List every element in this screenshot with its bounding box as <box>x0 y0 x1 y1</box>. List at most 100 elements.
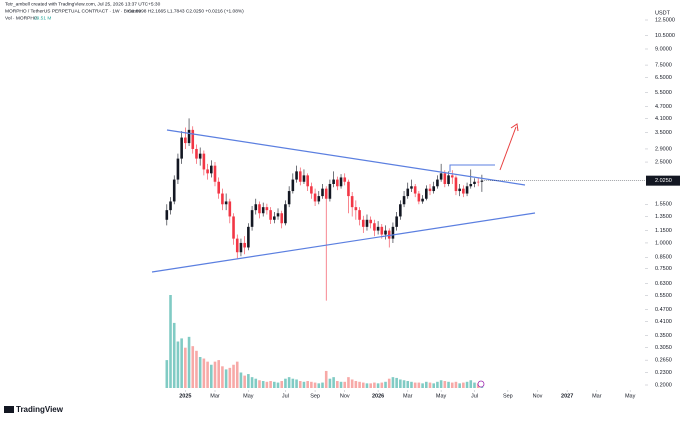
volume-bar <box>221 366 224 388</box>
candle-body <box>254 204 258 211</box>
candle-body <box>187 129 191 144</box>
candle-body <box>195 148 198 159</box>
candle-body <box>206 169 209 174</box>
volume-bar <box>410 381 413 388</box>
candle-body <box>454 177 458 192</box>
y-tick-label: 1.0000 <box>655 240 672 246</box>
candle-body <box>247 226 250 248</box>
y-tick-label: 0.2650 <box>655 358 672 364</box>
x-tick-label: Jul <box>282 393 289 399</box>
candle-body <box>384 230 387 235</box>
volume-bar <box>176 341 180 388</box>
volume-bar <box>273 381 276 388</box>
candle-body <box>469 183 473 187</box>
volume-bar <box>284 378 287 388</box>
candle-body <box>354 207 358 211</box>
range-line <box>449 164 495 172</box>
last-price-box <box>646 175 680 186</box>
candle-body <box>458 188 461 192</box>
y-tick-label: 0.4700 <box>655 307 672 313</box>
candle-body <box>328 183 332 199</box>
volume-bar <box>254 378 258 388</box>
volume-bar <box>413 382 417 388</box>
volume-bar <box>287 377 291 388</box>
y-tick-label: 0.3500 <box>655 333 672 339</box>
x-tick-label: Sep <box>310 393 320 399</box>
volume-bar <box>258 380 261 388</box>
currency: USDT <box>655 10 671 16</box>
candle-body <box>287 191 291 205</box>
candle-body <box>184 137 187 144</box>
candle-body <box>232 216 235 239</box>
volume-bar <box>247 374 250 388</box>
candle-body <box>421 198 424 202</box>
candle-body <box>180 137 183 159</box>
volume-label: Vol · MORPHO <box>5 15 38 21</box>
candle-body <box>169 201 172 211</box>
volume-bar <box>339 381 343 388</box>
candle-body <box>273 216 276 220</box>
volume-bar <box>310 381 313 388</box>
candle-body <box>462 188 465 194</box>
volume-bar <box>217 360 221 388</box>
candle-body <box>258 204 261 214</box>
event-marker[interactable] <box>477 380 485 388</box>
volume-bar <box>321 382 324 388</box>
y-tick-label: 0.8500 <box>655 255 672 261</box>
arrow-head <box>510 123 519 132</box>
volume-bar <box>265 381 269 388</box>
upper-trendline <box>166 129 526 186</box>
volume-bar <box>239 372 243 388</box>
volume-bar <box>206 361 209 388</box>
y-tick-label: 7.5000 <box>655 63 672 69</box>
candle-body <box>221 193 224 205</box>
candle-body <box>402 196 406 205</box>
volume-bar <box>235 361 239 388</box>
y-tick-label: 9.0000 <box>655 46 672 52</box>
candle-body <box>224 201 228 205</box>
volume-bar <box>424 381 428 388</box>
candle-body <box>298 171 302 182</box>
volume-bar <box>336 381 339 388</box>
logo-icon <box>4 406 14 413</box>
volume-bar <box>387 378 391 388</box>
volume-bar <box>243 375 246 388</box>
candle-body <box>250 210 254 227</box>
y-tick-label: 0.2300 <box>655 370 672 376</box>
volume-bar <box>391 377 395 388</box>
x-tick-label: Mar <box>403 393 413 399</box>
volume-bar <box>169 295 172 388</box>
x-tick-label: Sep <box>503 393 513 399</box>
y-tick-label: 0.3050 <box>655 345 672 351</box>
volume-bar <box>417 382 421 388</box>
candle-body <box>317 196 321 202</box>
candle-body <box>439 173 443 180</box>
volume-bar <box>406 381 410 388</box>
candle-body <box>436 179 439 187</box>
x-tick-label: Nov <box>533 393 543 399</box>
ohlc: O1.9998 H2.1665 L1.7843 C2.0250 +0.0216 … <box>128 8 244 14</box>
candle-body <box>391 226 395 239</box>
volume-bar <box>376 383 380 388</box>
x-tick-label: May <box>625 393 636 399</box>
volume-bar <box>198 357 202 388</box>
candle-body <box>417 193 421 202</box>
volume-bar <box>295 379 298 388</box>
candle-body <box>243 242 246 248</box>
symbol: MORPHO / TetherUS PERPETUAL CONTRACT · 1… <box>5 8 141 14</box>
y-tick-label: 4.7000 <box>655 104 672 110</box>
candle-body <box>428 188 432 192</box>
candle-body <box>191 129 195 149</box>
volume-bar <box>313 382 317 388</box>
volume-bar <box>328 378 332 388</box>
volume-bar <box>298 381 302 388</box>
volume-bar <box>361 382 365 388</box>
candle-body <box>465 186 469 194</box>
y-tick-label: 12.5000 <box>655 17 675 23</box>
candle-body <box>291 179 295 192</box>
logo[interactable]: TradingView <box>16 405 64 414</box>
volume-bar <box>232 364 235 388</box>
volume-bar <box>228 367 232 388</box>
volume-bar <box>347 377 350 388</box>
candle-body <box>176 158 180 180</box>
